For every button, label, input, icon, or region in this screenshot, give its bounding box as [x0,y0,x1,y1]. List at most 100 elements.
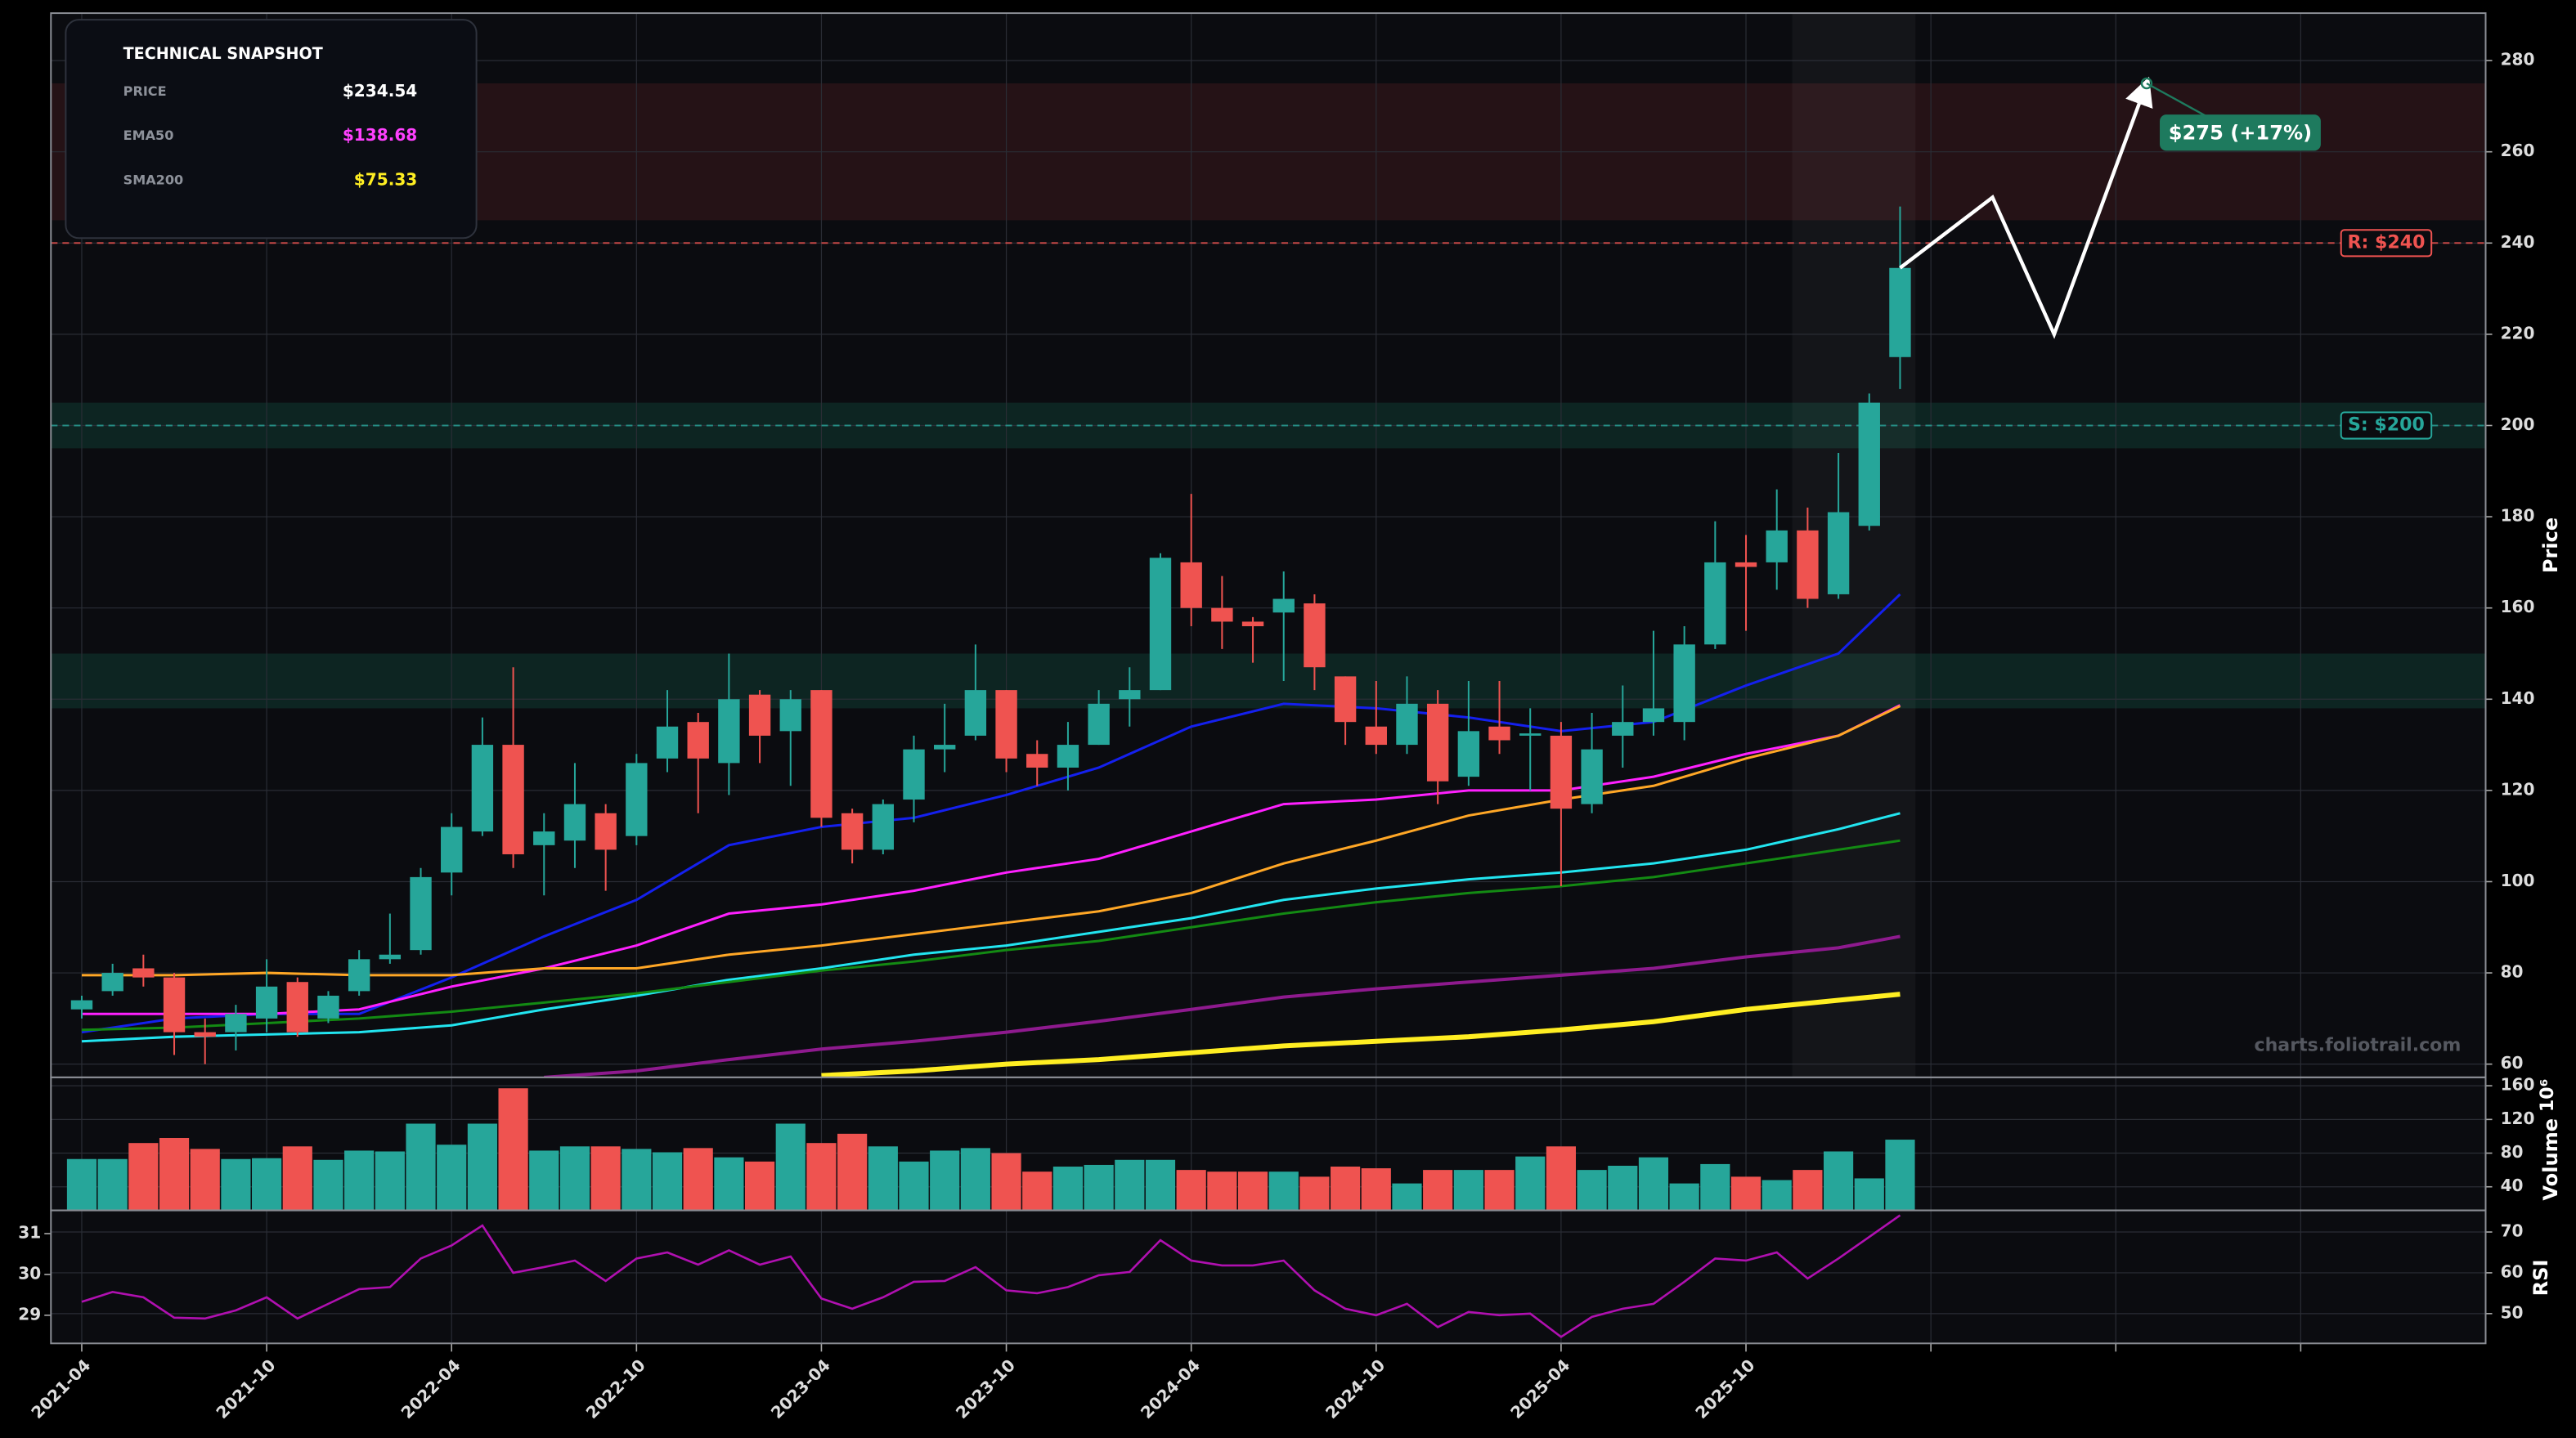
candle-body [1180,562,1202,608]
volume-bar [128,1143,159,1211]
snapshot-label: SMA200 [123,172,184,187]
y-tick-label: 160 [2501,597,2535,616]
volume-bar [1392,1183,1422,1211]
volume-bar [930,1150,960,1211]
candle-body [718,699,740,764]
volume-bar [1268,1171,1299,1211]
level-label: S: $200 [2348,414,2425,435]
projection-target [2140,77,2153,90]
volume-bar [1854,1178,1884,1211]
volume-bar [437,1145,467,1211]
volume-bar [1145,1159,1176,1211]
volume-bar [406,1123,436,1211]
panel-frame [50,1209,2487,1345]
y-tick-label: 180 [2501,506,2535,526]
volume-bar [1669,1183,1699,1211]
candle-body [1488,726,1510,741]
y-axis-label: Price [2539,517,2562,573]
candle-body [1211,607,1233,622]
candle-body [1241,621,1264,626]
snapshot-value: $234.54 [343,81,417,101]
candle-body [286,982,308,1033]
candle-body [687,722,709,759]
candle-body [872,804,895,850]
y-tick-label: 280 [2501,50,2535,69]
volume-bar [529,1150,559,1211]
volume-bar [221,1158,251,1211]
volume-bar [960,1148,990,1211]
y-axis-label: RSI [2529,1259,2552,1296]
candle-body [1149,558,1172,691]
candle-body [348,959,370,992]
zone [51,653,2486,709]
volume-bar [683,1148,713,1211]
candle-body [225,1014,247,1033]
volume-bar [1608,1165,1638,1211]
candle-body [1057,745,1079,768]
y-tick-label: 80 [2501,962,2524,982]
candle-body [317,995,339,1019]
volume-bar [1700,1163,1730,1211]
volume-bar [744,1161,775,1211]
candle-body [132,968,155,978]
candle-body [1704,562,1726,645]
candle-body [1581,749,1603,804]
candle-body [1365,726,1387,746]
candle-body [1673,644,1695,723]
volume-bar [1638,1157,1669,1211]
candle-body [1797,530,1819,599]
candle-body [748,694,771,736]
volume-bar [1761,1180,1792,1211]
snapshot-title: TECHNICAL SNAPSHOT [123,45,323,63]
candle-body [1396,703,1418,746]
candle-body [502,745,524,854]
moving-average [821,992,1901,1077]
candle-body [441,827,463,873]
moving-average [544,934,1901,1077]
projection-label: $275 (+17%) [2169,121,2312,144]
y-tick-label: 50 [2501,1302,2524,1322]
snapshot-value: $138.68 [343,125,417,145]
candle-body [1026,754,1048,768]
snapshot-value: $75.33 [354,169,417,189]
candle-body [995,690,1017,759]
y-tick-label: 29 [18,1304,41,1324]
snapshot-label: EMA50 [123,128,174,143]
moving-average [81,704,1901,1015]
y-tick-label: 80 [2501,1142,2524,1162]
volume-bar [498,1088,528,1211]
volume-bar [1299,1176,1330,1211]
candle-body [1119,690,1141,700]
y-tick-label: 140 [2501,688,2535,708]
y-tick-label: 60 [2501,1053,2524,1073]
volume-bar [1885,1140,1915,1211]
volume-bar [159,1137,190,1211]
volume-bar [1237,1171,1268,1211]
watermark: charts.foliotrail.com [2254,1035,2461,1056]
volume-bar [622,1149,652,1211]
volume-bar [313,1159,343,1211]
candle-body [626,763,648,836]
candle-body [1334,676,1357,723]
candle-body [964,690,987,736]
volume-bar [652,1152,683,1211]
volume-bar [1115,1159,1145,1211]
projection-leader [2146,82,2213,121]
candle-body [563,804,586,841]
moving-average [81,705,1901,977]
candle-body [1889,267,1911,357]
volume-bar [775,1123,806,1211]
volume-bar [1484,1170,1515,1211]
candle-body [471,745,494,832]
candle-body [779,699,801,732]
candle-body [1088,703,1110,746]
candle-body [1735,562,1757,567]
candle-body [101,973,123,992]
y-tick-label: 220 [2501,323,2535,343]
volume-bar [1361,1168,1391,1211]
volume-bar [1022,1171,1052,1211]
volume-bar [1052,1167,1084,1211]
y-tick-label: 31 [18,1223,41,1243]
y-tick-label: 240 [2501,232,2535,252]
